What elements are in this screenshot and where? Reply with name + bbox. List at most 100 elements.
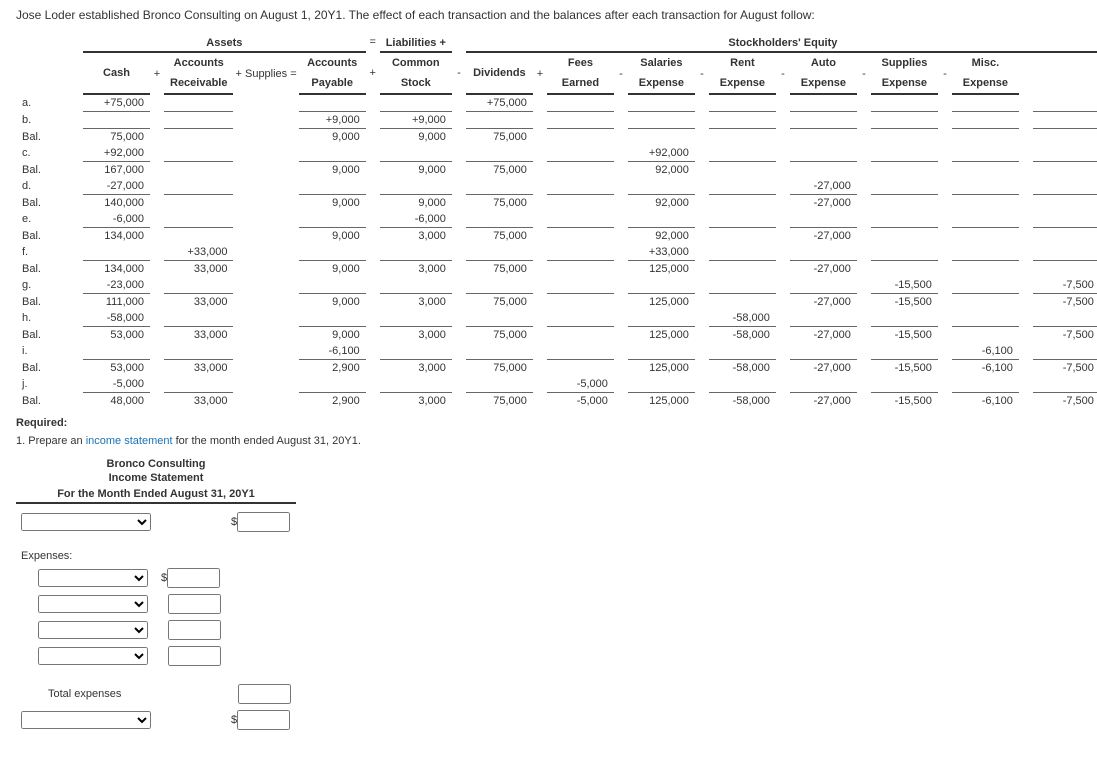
cell-supplies <box>299 376 366 393</box>
row-label: Bal. <box>16 228 83 245</box>
income-statement-link[interactable]: income statement <box>86 435 173 447</box>
cell-ap: 3,000 <box>380 360 452 377</box>
cell-cash: -27,000 <box>83 178 150 195</box>
cell-cs <box>466 178 533 195</box>
cell-supx: -6,100 <box>952 343 1019 360</box>
row-label: j. <box>16 376 83 393</box>
cell-ar <box>164 94 233 112</box>
cell-misc <box>1033 162 1097 179</box>
cell-cs: 75,000 <box>466 261 533 278</box>
cell-misc: -7,500 <box>1033 360 1097 377</box>
cell-misc <box>1033 310 1097 327</box>
section-eq: = <box>366 32 380 52</box>
cell-auto <box>871 195 938 212</box>
cell-div <box>547 343 614 360</box>
total-expenses-input[interactable] <box>238 684 291 704</box>
expense-select-3[interactable] <box>38 621 148 639</box>
cell-misc <box>1033 261 1097 278</box>
cell-rent: -27,000 <box>790 393 857 410</box>
cell-misc <box>1033 145 1097 162</box>
cell-sal: -58,000 <box>709 327 776 344</box>
cell-supx <box>952 195 1019 212</box>
cell-cash: -58,000 <box>83 310 150 327</box>
cell-supplies <box>299 211 366 228</box>
cell-div <box>547 211 614 228</box>
cell-div: -5,000 <box>547 393 614 410</box>
expense-amount-4[interactable] <box>168 646 221 666</box>
cell-auto <box>871 94 938 112</box>
cell-rent <box>790 145 857 162</box>
expense-amount-3[interactable] <box>168 620 221 640</box>
cell-cs <box>466 343 533 360</box>
cell-ar <box>164 228 233 245</box>
cell-cs: 75,000 <box>466 162 533 179</box>
cell-ar: 33,000 <box>164 261 233 278</box>
cell-fe: +33,000 <box>628 244 695 261</box>
cell-rent: -27,000 <box>790 195 857 212</box>
cell-div: -5,000 <box>547 376 614 393</box>
cell-ar: 33,000 <box>164 327 233 344</box>
cell-ar <box>164 211 233 228</box>
cell-fe: 92,000 <box>628 228 695 245</box>
cell-ar <box>164 376 233 393</box>
row-label: a. <box>16 94 83 112</box>
cell-misc <box>1033 343 1097 360</box>
cell-rent <box>790 343 857 360</box>
net-income-input[interactable] <box>237 710 290 730</box>
cell-cash: 48,000 <box>83 393 150 410</box>
cell-ar <box>164 112 233 129</box>
expense-amount-1[interactable] <box>167 568 220 588</box>
cell-ar <box>164 195 233 212</box>
cell-ar: +33,000 <box>164 244 233 261</box>
section-assets: Assets <box>83 32 366 52</box>
cell-fe <box>628 343 695 360</box>
cell-sal <box>709 162 776 179</box>
cell-supplies: 9,000 <box>299 294 366 311</box>
cell-sal <box>709 178 776 195</box>
cell-fe <box>628 376 695 393</box>
row-label: b. <box>16 112 83 129</box>
net-income-select[interactable] <box>21 711 151 729</box>
cell-supx <box>952 310 1019 327</box>
cell-cash: +92,000 <box>83 145 150 162</box>
cell-ap: 3,000 <box>380 261 452 278</box>
cell-cash: 167,000 <box>83 162 150 179</box>
revenue-amount-input[interactable] <box>237 512 290 532</box>
cell-supx <box>952 261 1019 278</box>
cell-auto: -15,500 <box>871 294 938 311</box>
required-label: Required: <box>16 417 1097 429</box>
cell-sal <box>709 343 776 360</box>
cell-div <box>547 310 614 327</box>
cell-supplies <box>299 277 366 294</box>
hdr-misc: Misc. <box>952 52 1019 73</box>
hdr-rent: Rent <box>709 52 776 73</box>
expense-amount-2[interactable] <box>168 594 221 614</box>
row-label: Bal. <box>16 261 83 278</box>
cell-supx <box>952 294 1019 311</box>
cell-cs: 75,000 <box>466 327 533 344</box>
cell-supx <box>952 211 1019 228</box>
cell-ap: +9,000 <box>380 112 452 129</box>
cell-cash: 53,000 <box>83 360 150 377</box>
cell-cash: 140,000 <box>83 195 150 212</box>
expense-select-4[interactable] <box>38 647 148 665</box>
cell-supx <box>952 162 1019 179</box>
cell-cs <box>466 310 533 327</box>
expense-select-1[interactable] <box>38 569 148 587</box>
cell-misc: -7,500 <box>1033 393 1097 410</box>
cell-sal <box>709 244 776 261</box>
cell-sal <box>709 228 776 245</box>
cell-supplies <box>299 244 366 261</box>
row-label: Bal. <box>16 360 83 377</box>
cell-cs <box>466 244 533 261</box>
cell-cash: 111,000 <box>83 294 150 311</box>
row-label: e. <box>16 211 83 228</box>
revenue-account-select[interactable] <box>21 513 151 531</box>
row-label: c. <box>16 145 83 162</box>
cell-supplies: 9,000 <box>299 129 366 146</box>
cell-cash: 134,000 <box>83 261 150 278</box>
cell-auto <box>871 343 938 360</box>
expense-select-2[interactable] <box>38 595 148 613</box>
cell-fe: 125,000 <box>628 360 695 377</box>
cell-misc <box>1033 112 1097 129</box>
